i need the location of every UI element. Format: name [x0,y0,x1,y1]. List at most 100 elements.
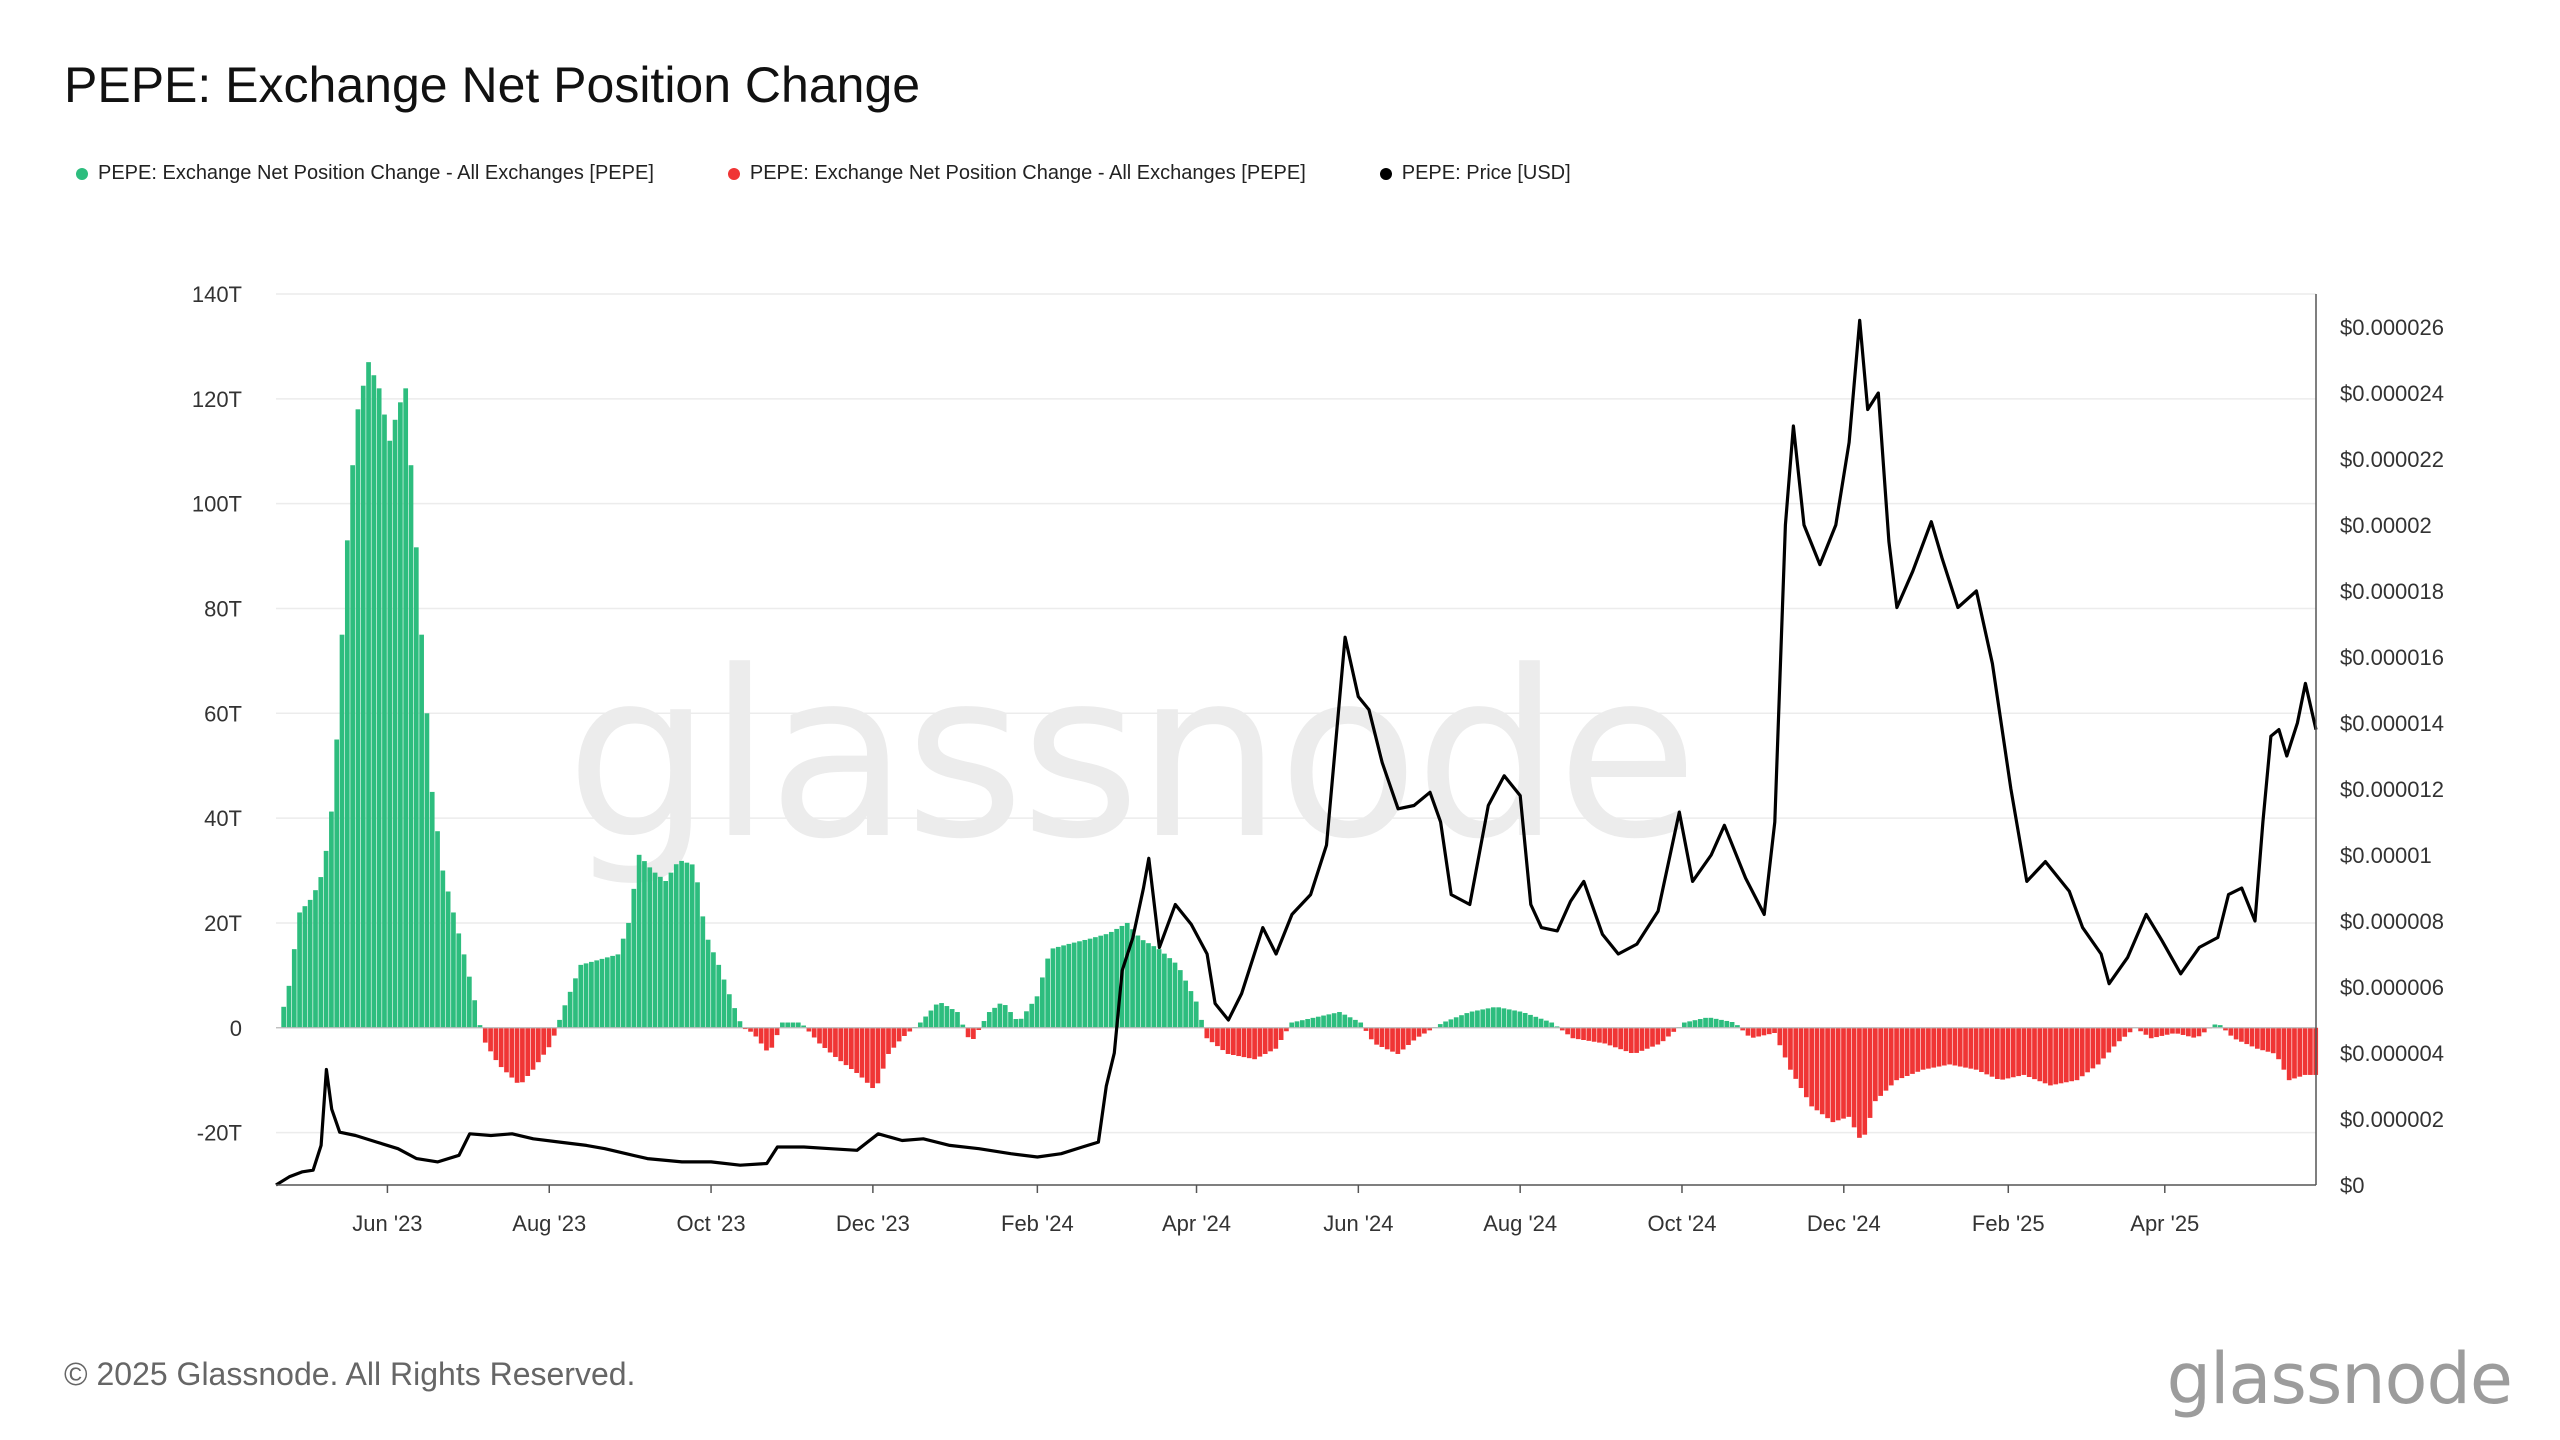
net-position-bar [1687,1021,1692,1028]
net-position-bar [2085,1027,2090,1073]
net-position-bar [1427,1027,1433,1031]
net-position-bar [1475,1010,1480,1028]
net-position-bar [2021,1027,2027,1075]
net-position-bar [1193,1001,1199,1028]
net-position-bar [488,1027,493,1052]
y-right-tick-label: $0.000024 [2340,381,2444,406]
net-position-bar [573,978,578,1028]
copyright-footer: © 2025 Glassnode. All Rights Reserved. [64,1356,636,1392]
net-position-bar [1406,1027,1411,1045]
net-position-bar [615,954,621,1028]
net-position-bar [1262,1027,1268,1054]
net-position-bar [2276,1027,2281,1060]
net-position-bar [917,1022,923,1028]
net-position-bar [578,964,584,1028]
net-position-bar [1496,1007,1501,1028]
net-position-bar [1246,1027,1252,1059]
net-position-bar [1167,958,1173,1028]
net-position-bar [1066,943,1072,1028]
net-position-bar [923,1016,928,1028]
legend-item-negative[interactable]: PEPE: Exchange Net Position Change - All… [727,162,1306,185]
net-position-bar [1729,1022,1735,1028]
net-position-bar [1093,937,1098,1028]
net-position-bar [1602,1027,1608,1044]
net-position-bar [843,1027,849,1066]
net-position-bar [886,1027,891,1054]
net-position-bar [1681,1022,1687,1028]
x-tick-label: Apr '24 [1162,1211,1231,1236]
y-axis-left: 140T 120T 100T 80T 60T 40T 20T 0 -20T [192,282,242,1146]
y-left-tick-label: 20T [204,911,242,936]
net-position-bar [748,1027,753,1032]
net-position-bar [875,1027,881,1084]
net-position-bar [758,1027,764,1044]
net-position-bar [1597,1027,1602,1043]
net-position-bar [1528,1014,1533,1028]
net-position-bar [700,916,706,1028]
net-position-bar [562,1005,568,1028]
net-position-bar [1225,1027,1231,1054]
net-position-bar [1920,1027,1926,1070]
y-left-tick-label: 0 [230,1016,242,1041]
y-right-tick-label: $0.000012 [2340,777,2444,802]
y-left-tick-label: -20T [197,1121,242,1146]
net-position-bar [440,870,446,1028]
net-position-bar [1835,1027,1841,1121]
net-position-bar [864,1027,870,1083]
net-position-bar [2032,1027,2037,1080]
net-position-bar [2260,1027,2265,1051]
net-position-bar [695,882,700,1028]
net-position-bar [647,867,653,1028]
net-position-bar [477,1025,483,1028]
net-position-bar [986,1012,992,1028]
net-position-bar [403,388,409,1028]
net-position-bar [424,713,430,1028]
net-position-bar [1087,938,1093,1028]
net-position-bar [419,634,424,1028]
net-position-bar [620,938,626,1028]
legend-dot-positive [76,167,88,180]
net-position-bar [1607,1027,1613,1046]
net-position-bar [1103,934,1109,1028]
net-position-bar [1570,1027,1576,1039]
net-position-bar [1172,962,1178,1028]
legend-item-price[interactable]: PEPE: Price [USD] [1379,162,1571,185]
net-position-bar [1793,1027,1799,1079]
y-left-tick-label: 120T [192,387,242,412]
net-position-bar [1533,1016,1539,1028]
net-position-bar [1984,1027,1990,1075]
net-position-bar [1979,1027,1984,1073]
net-position-bar [1963,1027,1968,1068]
net-position-bar [1745,1027,1751,1036]
net-position-bar [1904,1027,1910,1076]
net-position-bar [297,912,302,1028]
net-position-bar [2005,1027,2011,1079]
net-position-bar [795,1022,801,1028]
net-position-bar [371,375,377,1028]
net-position-bar [589,961,594,1028]
net-position-bar [960,1024,966,1028]
net-position-bar [1989,1027,1995,1077]
net-position-bar [1957,1027,1963,1067]
glassnode-logo[interactable]: glassnode [2166,1338,2513,1420]
legend-item-positive[interactable]: PEPE: Exchange Net Position Change - All… [76,162,654,185]
net-position-bar [2000,1027,2006,1080]
net-position-bar [1788,1027,1793,1070]
net-position-bar [642,861,647,1028]
price-line [275,318,2318,1187]
chart-watermark: glassnode [566,623,1695,890]
net-position-bar [1867,1027,1873,1118]
net-position-bar [493,1027,499,1061]
net-position-bar [1326,1014,1332,1028]
net-position-bar [1294,1021,1300,1028]
net-position-bar [1358,1022,1364,1028]
net-position-bar [1204,1027,1210,1039]
net-position-bar [1841,1027,1846,1119]
net-position-bar [1002,1005,1008,1028]
net-position-bar [1337,1012,1342,1028]
net-position-bar [1098,935,1104,1028]
net-position-bar [1851,1027,1857,1128]
y-right-tick-label: $0.000008 [2340,909,2444,934]
net-position-bar [1666,1027,1671,1037]
x-tick-label: Dec '24 [1807,1211,1881,1236]
